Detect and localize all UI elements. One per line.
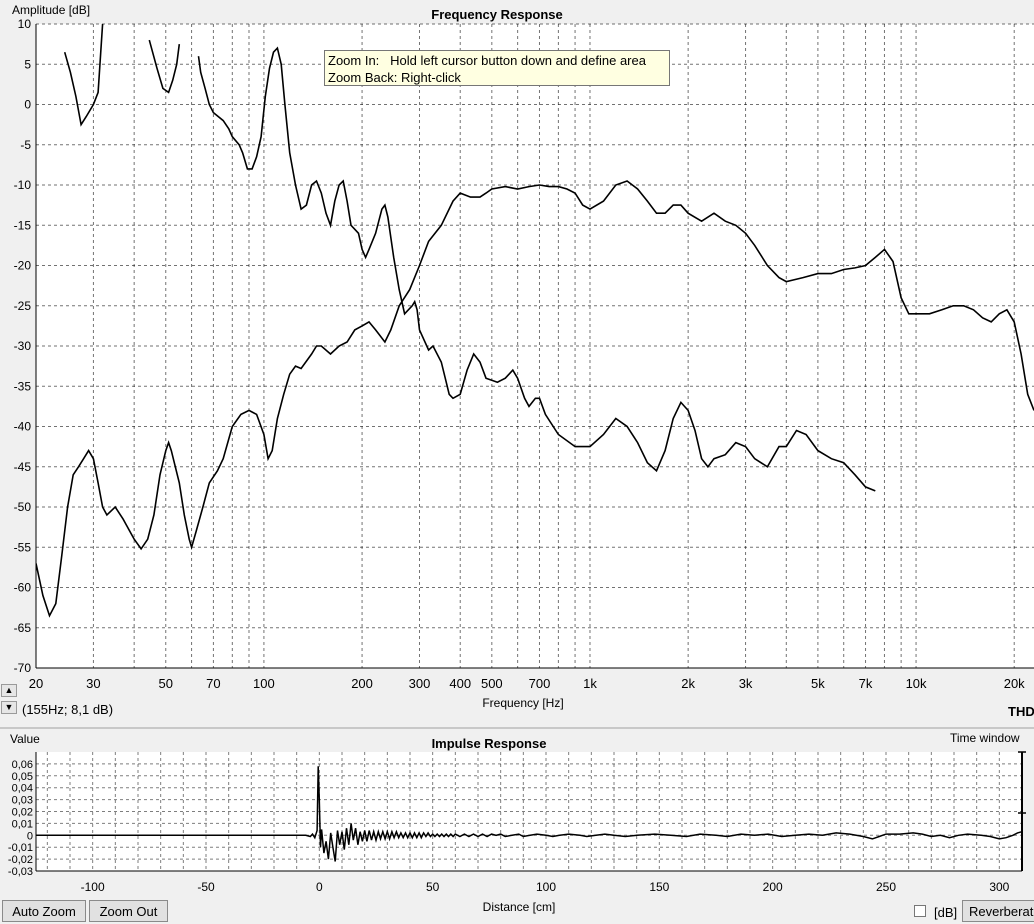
ir-y-tick-label: 0,05 bbox=[12, 771, 33, 783]
fr-x-tick-label: 100 bbox=[253, 676, 275, 691]
zoom-tooltip: Zoom In: Hold left cursor button down an… bbox=[324, 50, 670, 86]
spin-down-button[interactable]: ▼ bbox=[1, 701, 17, 714]
fr-series-2-line bbox=[63, 24, 104, 127]
fr-x-tick-label: 2k bbox=[681, 676, 695, 691]
tooltip-line-zoom-in: Zoom In: Hold left cursor button down an… bbox=[328, 53, 646, 68]
ir-x-tick-label: -50 bbox=[197, 880, 215, 894]
impulse-response-panel[interactable]: 0,060,050,040,030,020,010-0,01-0,02-0,03… bbox=[0, 727, 1034, 914]
fr-y-tick-label: -15 bbox=[14, 218, 32, 232]
fr-series-1-line bbox=[36, 180, 1034, 618]
fr-y-tick-label: -20 bbox=[14, 259, 32, 273]
ir-y-tick-label: 0,01 bbox=[12, 818, 33, 830]
ir-y-tick-label: 0,04 bbox=[12, 783, 33, 795]
fr-x-tick-label: 200 bbox=[351, 676, 373, 691]
ir-x-tick-label: -100 bbox=[81, 880, 105, 894]
time-window-label: Time window bbox=[950, 731, 1020, 745]
ir-y-tick-label: -0,03 bbox=[8, 866, 33, 878]
auto-zoom-button[interactable]: Auto Zoom bbox=[2, 900, 86, 922]
fr-x-tick-label: 3k bbox=[739, 676, 753, 691]
fr-y-tick-label: -5 bbox=[20, 138, 31, 152]
ir-y-tick-label: 0,03 bbox=[12, 795, 33, 807]
fr-x-tick-label: 10k bbox=[906, 676, 927, 691]
ir-x-tick-label: 150 bbox=[649, 880, 669, 894]
db-checkbox[interactable] bbox=[914, 905, 926, 917]
fr-x-tick-label: 20 bbox=[29, 676, 43, 691]
fr-y-tick-label: -50 bbox=[14, 500, 32, 514]
ir-x-tick-label: 0 bbox=[316, 880, 323, 894]
ir-y-tick-label: -0,02 bbox=[8, 854, 33, 866]
cursor-readout: (155Hz; 8,1 dB) bbox=[22, 702, 114, 717]
ir-series-line bbox=[36, 766, 1023, 862]
fr-x-tick-label: 50 bbox=[159, 676, 173, 691]
fr-series-2-line bbox=[197, 46, 876, 492]
ir-y-tick-label: -0,01 bbox=[8, 842, 33, 854]
fr-y-tick-label: 0 bbox=[24, 98, 31, 112]
fr-x-tick-label: 500 bbox=[481, 676, 503, 691]
ir-y-axis-label: Value bbox=[10, 732, 40, 746]
frequency-response-panel[interactable]: 1050-5-10-15-20-25-30-35-40-45-50-55-60-… bbox=[12, 3, 1034, 710]
ir-x-tick-label: 300 bbox=[989, 880, 1009, 894]
fr-y-tick-label: -25 bbox=[14, 299, 32, 313]
fr-y-tick-label: -30 bbox=[14, 339, 32, 353]
fr-y-tick-label: -65 bbox=[14, 621, 32, 635]
fr-x-tick-label: 5k bbox=[811, 676, 825, 691]
down-arrow-icon: ▼ bbox=[4, 702, 14, 712]
fr-series-2-line bbox=[148, 39, 181, 94]
fr-x-tick-label: 70 bbox=[206, 676, 220, 691]
fr-x-tick-label: 30 bbox=[86, 676, 100, 691]
fr-x-tick-label: 700 bbox=[529, 676, 551, 691]
fr-y-tick-label: -45 bbox=[14, 460, 32, 474]
ir-x-axis-label: Distance [cm] bbox=[483, 900, 556, 914]
fr-y-tick-label: 5 bbox=[24, 57, 31, 71]
ir-x-tick-label: 50 bbox=[426, 880, 440, 894]
fr-x-tick-label: 400 bbox=[449, 676, 471, 691]
zoom-out-button[interactable]: Zoom Out bbox=[89, 900, 168, 922]
thd-label[interactable]: THD bbox=[1008, 704, 1034, 719]
fr-x-tick-label: 1k bbox=[583, 676, 597, 691]
fr-x-tick-label: 300 bbox=[409, 676, 431, 691]
tooltip-line-zoom-back: Zoom Back: Right-click bbox=[328, 70, 461, 85]
fr-y-tick-label: -10 bbox=[14, 178, 32, 192]
fr-x-axis-label: Frequency [Hz] bbox=[482, 696, 563, 710]
up-arrow-icon: ▲ bbox=[4, 685, 14, 695]
fr-x-tick-label: 7k bbox=[859, 676, 873, 691]
ir-y-tick-label: 0,06 bbox=[12, 759, 33, 771]
ir-x-tick-label: 100 bbox=[536, 880, 556, 894]
ir-y-tick-label: 0 bbox=[27, 830, 33, 842]
fr-y-tick-label: -60 bbox=[14, 581, 32, 595]
ir-title: Impulse Response bbox=[432, 736, 547, 751]
db-checkbox-label: [dB] bbox=[934, 905, 958, 920]
ir-x-tick-label: 200 bbox=[763, 880, 783, 894]
ir-x-tick-label: 250 bbox=[876, 880, 896, 894]
fr-y-tick-label: -70 bbox=[14, 661, 32, 675]
fr-y-tick-label: -35 bbox=[14, 379, 32, 393]
fr-y-tick-label: -55 bbox=[14, 540, 32, 554]
ir-y-tick-label: 0,02 bbox=[12, 807, 33, 819]
fr-title: Frequency Response bbox=[431, 7, 563, 22]
spin-up-button[interactable]: ▲ bbox=[1, 684, 17, 697]
reverberation-button[interactable]: Reverberation bbox=[962, 900, 1034, 922]
fr-x-tick-label: 20k bbox=[1004, 676, 1025, 691]
fr-y-tick-label: 10 bbox=[18, 17, 32, 31]
fr-y-tick-label: -40 bbox=[14, 420, 32, 434]
fr-y-axis-label: Amplitude [dB] bbox=[12, 3, 90, 17]
